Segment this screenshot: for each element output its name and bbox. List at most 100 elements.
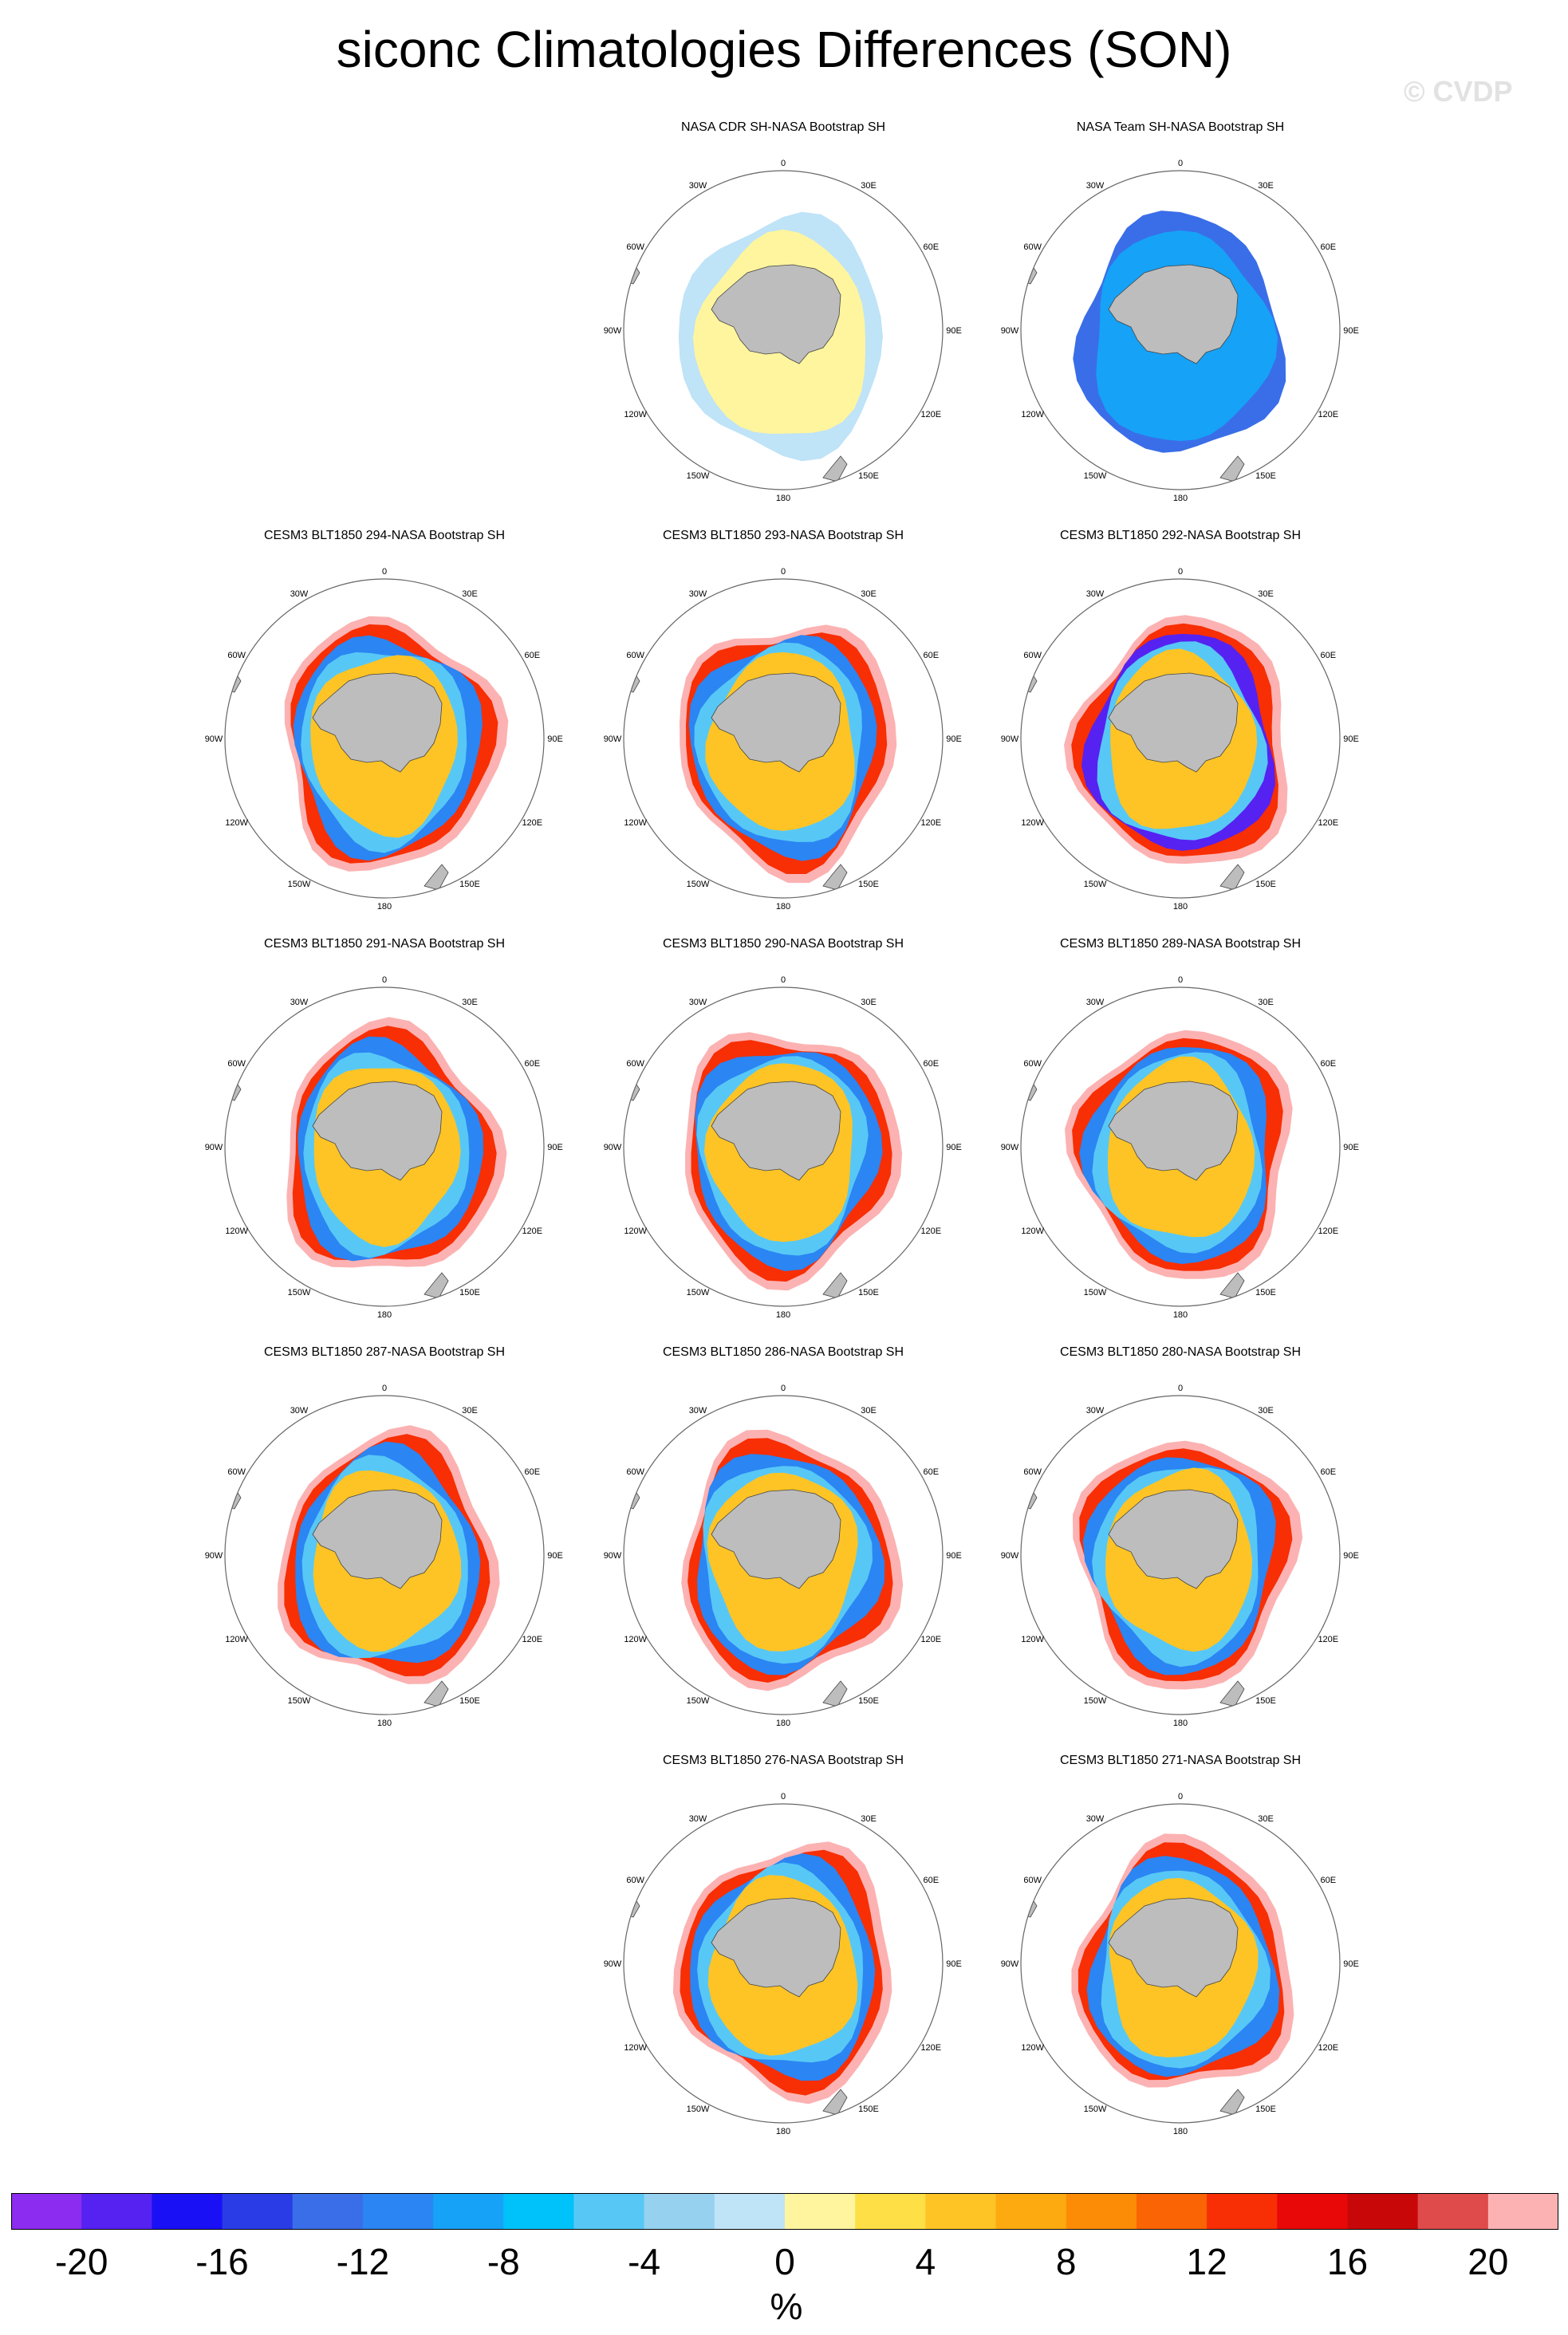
- south-america-landmass: [624, 658, 640, 695]
- map-boundary: [224, 578, 545, 899]
- colorbar-segment: [292, 2193, 364, 2230]
- colorbar-segment: [11, 2193, 82, 2230]
- panel-title: CESM3 BLT1850 294-NASA Bootstrap SH: [263, 529, 506, 542]
- longitude-label: 180: [1173, 2127, 1188, 2136]
- watermark: © CVDP: [1404, 75, 1513, 108]
- south-america-landmass: [1021, 658, 1038, 695]
- longitude-label: 30W: [689, 1406, 707, 1416]
- longitude-label: 30E: [1258, 1814, 1274, 1824]
- panel-title: CESM3 BLT1850 276-NASA Bootstrap SH: [662, 1754, 904, 1767]
- south-america-landmass: [1021, 1475, 1038, 1511]
- longitude-label: 30W: [1086, 1406, 1105, 1416]
- longitude-label: 90W: [604, 326, 622, 336]
- polar-map: 0 30E 60E 90E 120E 150E 180 150W 120W 90W 60W 30W: [1001, 1384, 1359, 1728]
- map-boundary: [623, 170, 944, 490]
- longitude-label: 60W: [626, 651, 644, 660]
- longitude-label: 120E: [522, 818, 542, 828]
- longitude-label: 60E: [924, 1059, 940, 1069]
- south-america-landmass: [225, 658, 242, 695]
- longitude-label: 120E: [920, 1227, 941, 1236]
- map-panel: CESM3 BLT1850 280-NASA Bootstrap SH 0 30E 6…: [981, 1345, 1380, 1728]
- longitude-label: 180: [776, 494, 790, 503]
- longitude-label: 30E: [1258, 589, 1274, 599]
- colorbar-tick-label: 0: [774, 2241, 795, 2282]
- longitude-label: 150E: [459, 880, 480, 889]
- map-panel: CESM3 BLT1850 289-NASA Bootstrap SH 0 30E 6…: [981, 936, 1380, 1320]
- longitude-label: 150W: [687, 2105, 710, 2114]
- colorbar-tick-label: 20: [1468, 2241, 1509, 2282]
- map-panel: CESM3 BLT1850 276-NASA Bootstrap SH 0 30E 6…: [584, 1753, 983, 2136]
- longitude-label: 60W: [626, 1467, 644, 1477]
- antarctica-landmass: [312, 1081, 443, 1181]
- south-america-landmass: [1021, 1883, 1038, 1920]
- antarctica-landmass: [1108, 1081, 1239, 1181]
- longitude-label: 150E: [459, 1696, 480, 1706]
- longitude-label: 90E: [946, 1143, 962, 1152]
- longitude-label: 90W: [205, 1551, 223, 1561]
- colorbar-tick-label: 4: [915, 2241, 936, 2282]
- antarctica-landmass: [312, 1489, 443, 1589]
- longitude-label: 60W: [1023, 1467, 1042, 1477]
- colorbar-segment: [1417, 2193, 1489, 2230]
- south-america-landmass: [624, 250, 640, 286]
- longitude-label: 30W: [1086, 589, 1105, 599]
- colorbar-segment: [855, 2193, 926, 2230]
- longitude-label: 180: [776, 902, 790, 912]
- longitude-label: 60E: [1321, 242, 1337, 252]
- longitude-label: 180: [377, 1719, 392, 1728]
- south-america-landmass: [1021, 1066, 1038, 1103]
- longitude-label: 0: [1178, 975, 1183, 985]
- longitude-label: 90W: [1001, 734, 1019, 744]
- colorbar-segment: [1347, 2193, 1419, 2230]
- panel-title: CESM3 BLT1850 291-NASA Bootstrap SH: [263, 937, 506, 951]
- longitude-label: 150W: [687, 1696, 710, 1706]
- longitude-label: 120E: [522, 1227, 542, 1236]
- longitude-label: 150E: [1255, 2105, 1276, 2114]
- longitude-label: 150W: [687, 1288, 710, 1297]
- panel-title: CESM3 BLT1850 287-NASA Bootstrap SH: [263, 1345, 506, 1359]
- antarctica-landmass: [711, 672, 841, 773]
- longitude-label: 90E: [1343, 1959, 1359, 1969]
- polar-map: 0 30E 60E 90E 120E 150E 180 150W 120W 90W 60W 30W: [205, 1384, 563, 1728]
- antarctica-landmass: [711, 264, 841, 364]
- longitude-label: 30E: [462, 1406, 478, 1416]
- map-boundary: [1020, 1803, 1341, 2124]
- map-panel: NASA Team SH-NASA Bootstrap SH 0 30E 60E 90E…: [981, 120, 1380, 503]
- longitude-label: 150E: [858, 471, 879, 481]
- polar-map: 0 30E 60E 90E 120E 150E 180 150W 120W 90W 60W 30W: [604, 975, 962, 1320]
- longitude-label: 120W: [225, 818, 248, 828]
- longitude-label: 150W: [687, 471, 710, 481]
- longitude-label: 60W: [1023, 651, 1042, 660]
- colorbar-segment: [1207, 2193, 1278, 2230]
- longitude-label: 60E: [924, 242, 940, 252]
- polar-map: 0 30E 60E 90E 120E 150E 180 150W 120W 90W 60W 30W: [1001, 975, 1359, 1320]
- colorbar-tick-label: 12: [1186, 2241, 1227, 2282]
- map-panel: CESM3 BLT1850 293-NASA Bootstrap SH 0 30E 6…: [584, 528, 983, 912]
- longitude-label: 30E: [462, 998, 478, 1007]
- longitude-label: 120W: [624, 818, 647, 828]
- colorbar-tick-label: 8: [1055, 2241, 1077, 2282]
- antarctica-landmass: [312, 672, 443, 773]
- longitude-label: 150E: [858, 1696, 879, 1706]
- longitude-label: 90W: [604, 1143, 622, 1152]
- map-boundary: [224, 986, 545, 1307]
- polar-map: 0 30E 60E 90E 120E 150E 180 150W 120W 90W 60W 30W: [604, 567, 962, 912]
- longitude-label: 180: [377, 902, 392, 912]
- longitude-label: 30W: [290, 589, 309, 599]
- longitude-label: 150E: [858, 1288, 879, 1297]
- colorbar-segment: [222, 2193, 294, 2230]
- longitude-label: 90W: [604, 1959, 622, 1969]
- longitude-label: 90E: [547, 734, 563, 744]
- colorbar-segment: [1487, 2193, 1558, 2230]
- longitude-label: 150E: [858, 2105, 879, 2114]
- longitude-label: 30W: [290, 1406, 309, 1416]
- longitude-label: 120W: [624, 1227, 647, 1236]
- longitude-label: 60E: [924, 1467, 940, 1477]
- longitude-label: 180: [776, 1719, 790, 1728]
- longitude-label: 120W: [1021, 1635, 1044, 1644]
- longitude-label: 90E: [1343, 1143, 1359, 1152]
- longitude-label: 120E: [1318, 1635, 1338, 1644]
- colorbar-segment: [1277, 2193, 1348, 2230]
- longitude-label: 30W: [689, 998, 707, 1007]
- longitude-label: 180: [776, 2127, 790, 2136]
